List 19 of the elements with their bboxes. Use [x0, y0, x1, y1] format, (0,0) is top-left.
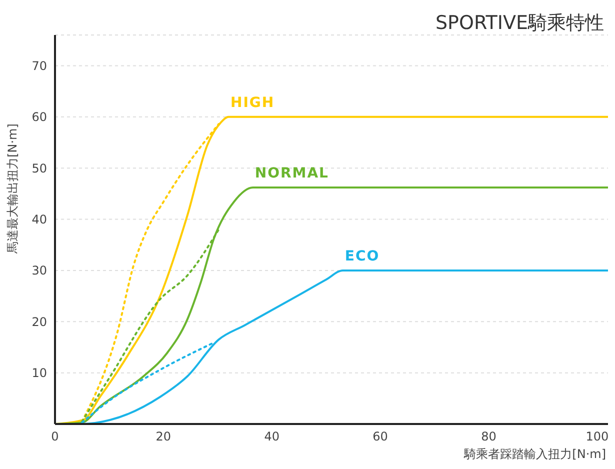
- y-tick-label: 70: [32, 58, 47, 73]
- series-label: ECO: [344, 248, 380, 264]
- x-tick-label: 80: [481, 430, 496, 444]
- x-tick-label: 20: [156, 430, 172, 444]
- x-axis-title: 騎乘者踩踏輸入扭力[N·m]: [464, 446, 606, 463]
- y-tick-label: 60: [32, 110, 47, 124]
- x-tick-label: 40: [264, 430, 280, 444]
- y-tick-label: 10: [32, 366, 47, 380]
- chart-title: SPORTIVE騎乘特性: [435, 11, 604, 36]
- series-label: HIGH: [230, 94, 275, 111]
- series-label: NORMAL: [254, 166, 329, 182]
- y-tick-label: 20: [32, 314, 47, 329]
- x-tick-label: 60: [372, 430, 388, 444]
- x-tick-label: 100: [586, 430, 609, 444]
- y-tick-label: 40: [32, 212, 47, 227]
- x-tick-label: 0: [51, 430, 59, 444]
- y-tick-label: 50: [32, 161, 47, 176]
- y-axis-title: 馬達最大輸出扭力[N·m]: [4, 123, 20, 253]
- y-tick-label: 30: [32, 264, 47, 278]
